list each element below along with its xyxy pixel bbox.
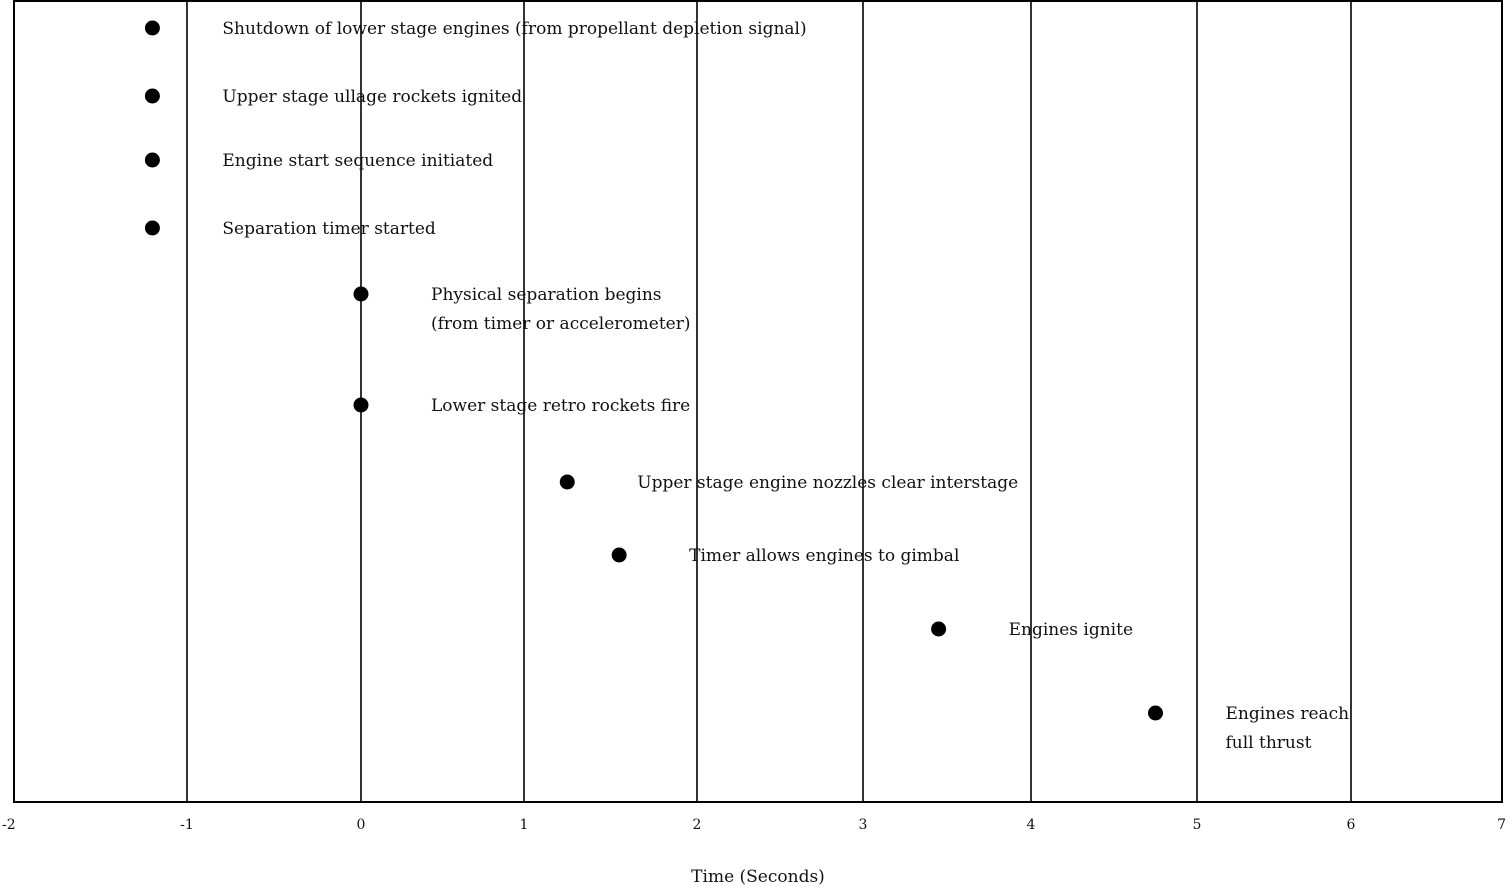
event-marker [559, 474, 575, 490]
event-marker [353, 286, 369, 302]
plot-frame [13, 0, 1503, 803]
event-marker [144, 220, 160, 236]
x-tick-labels: -2 -1 0 1 2 3 4 5 6 7 [2, 817, 1506, 833]
event-label-line: Engines ignite [1009, 620, 1133, 640]
event-label-line: (from timer or accelerometer) [431, 314, 690, 334]
event-marker [1148, 705, 1163, 721]
event-marker [353, 397, 369, 413]
x-tick-label: 5 [1193, 817, 1202, 833]
x-tick-label: 6 [1347, 817, 1356, 833]
event-label: Lower stage retro rockets fire [431, 396, 690, 416]
event-marker [931, 621, 947, 637]
x-tick-label: 3 [859, 817, 868, 833]
x-tick-label: 4 [1027, 817, 1036, 833]
event-label: Shutdown of lower stage engines (from pr… [222, 19, 806, 39]
x-tick-label: 7 [1497, 817, 1506, 833]
event-label-line: Engines reach [1226, 704, 1350, 724]
event-label-line: Timer allows engines to gimbal [689, 546, 959, 566]
event-label: Physical separation begins (from timer or… [431, 285, 690, 334]
event-markers [144, 20, 1163, 721]
event-label: Upper stage ullage rockets ignited [222, 87, 522, 107]
event-marker [144, 20, 160, 36]
event-label: Engines ignite [1009, 620, 1133, 640]
x-tick-label: 2 [693, 817, 702, 833]
x-axis-title: Time (Seconds) [691, 867, 825, 887]
event-label-line: Physical separation begins [431, 285, 662, 305]
event-label: Upper stage engine nozzles clear interst… [637, 473, 1018, 493]
event-label: Timer allows engines to gimbal [689, 546, 959, 566]
event-labels: Shutdown of lower stage engines (from pr… [222, 19, 1349, 753]
event-label-line: Lower stage retro rockets fire [431, 396, 690, 416]
x-tick-label: 0 [357, 817, 366, 833]
event-label: Separation timer started [222, 219, 436, 239]
event-label-line: Upper stage engine nozzles clear interst… [637, 473, 1018, 493]
event-label-line: Separation timer started [222, 219, 436, 239]
event-label: Engines reach full thrust [1226, 704, 1350, 753]
x-tick-label: 1 [520, 817, 529, 833]
x-tick-label: -2 [2, 817, 16, 833]
x-tick-label: -1 [180, 817, 194, 833]
event-marker [144, 88, 160, 104]
vertical-gridlines [186, 1, 1352, 802]
event-label-line: Shutdown of lower stage engines (from pr… [222, 19, 806, 39]
event-label-line: Engine start sequence initiated [222, 151, 493, 171]
event-label-line: full thrust [1226, 733, 1312, 753]
event-marker [144, 152, 160, 168]
event-label: Engine start sequence initiated [222, 151, 493, 171]
event-marker [611, 547, 627, 563]
event-label-line: Upper stage ullage rockets ignited [222, 87, 522, 107]
